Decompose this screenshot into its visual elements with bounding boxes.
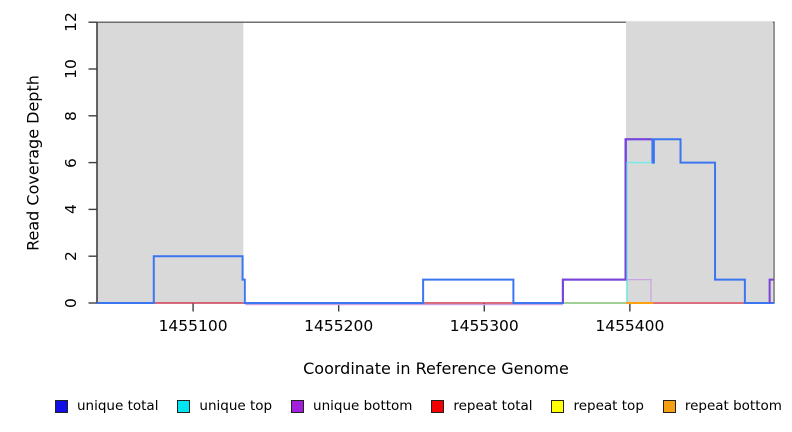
legend-label: repeat top — [573, 398, 644, 414]
legend-swatch — [55, 399, 68, 413]
legend-label: repeat bottom — [684, 398, 782, 414]
legend-item: unique bottom — [291, 398, 412, 414]
legend-label: unique total — [77, 398, 159, 414]
legend-label: unique bottom — [313, 398, 413, 414]
y-tick-label: 2 — [62, 251, 80, 262]
x-tick-label: 1455300 — [449, 317, 519, 335]
legend-label: unique top — [199, 398, 273, 414]
series-unique-bottom — [561, 138, 652, 303]
y-tick-label: 10 — [62, 59, 80, 79]
legend-item: repeat total — [431, 398, 533, 414]
legend-item: repeat top — [551, 398, 644, 414]
y-tick-label: 8 — [62, 110, 80, 121]
legend-label: repeat total — [453, 398, 533, 414]
y-axis-label: Read Coverage Depth — [23, 75, 43, 251]
legend-item: repeat bottom — [662, 398, 782, 414]
legend-swatch — [551, 399, 565, 413]
x-tick-label: 1455100 — [158, 317, 228, 335]
legend-item: unique top — [177, 398, 272, 414]
x-axis-label: Coordinate in Reference Genome — [303, 359, 569, 378]
series-unique-bottom-thin — [627, 279, 652, 303]
legend-swatch — [662, 399, 676, 413]
y-tick-label: 0 — [62, 298, 80, 308]
legend-swatch — [177, 399, 191, 413]
x-tick-label: 1455400 — [595, 317, 665, 335]
legend-item: unique total — [55, 398, 158, 414]
y-tick-label: 4 — [62, 204, 80, 215]
series-unique-top — [626, 161, 652, 303]
series-unique-bottom — [768, 278, 774, 303]
legend-swatch — [291, 399, 305, 413]
legend: unique total unique top unique bottom repea… — [55, 398, 782, 414]
legend-swatch — [431, 399, 445, 413]
x-tick-label: 1455200 — [304, 317, 374, 335]
y-tick-label: 6 — [62, 157, 80, 168]
y-tick-label: 12 — [62, 12, 80, 33]
repeat-region-shade — [97, 22, 244, 303]
